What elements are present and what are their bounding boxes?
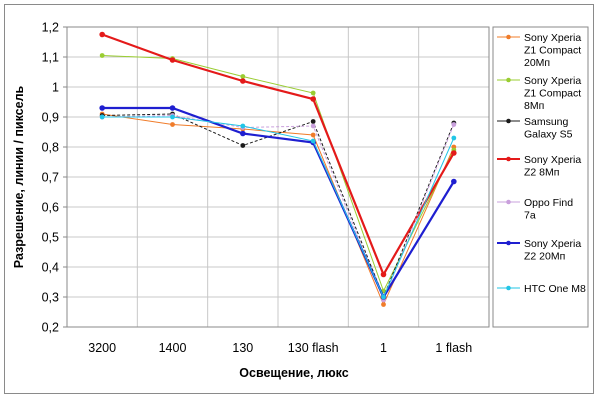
x-tick-label: 1 flash	[435, 341, 472, 355]
legend-label: Galaxy S5	[524, 129, 573, 141]
data-point	[451, 122, 457, 127]
y-tick-label: 0,2	[42, 321, 59, 335]
data-point	[310, 132, 316, 138]
plot-area-border	[66, 26, 490, 328]
x-tick-labels: 3200 1400 130 130 flash 1 1 flash	[88, 341, 472, 355]
data-point	[99, 53, 105, 58]
legend-label: Z1 Compact	[524, 45, 581, 57]
legend-swatch-marker	[506, 240, 511, 246]
data-point	[169, 105, 176, 111]
legend-label: Z2 20Мп	[524, 251, 565, 263]
y-tick-label: 1	[52, 81, 59, 95]
data-point	[240, 74, 246, 79]
series-lines	[99, 31, 457, 307]
legend-label: Oppo Find	[524, 197, 573, 209]
data-point	[240, 123, 246, 129]
data-point	[380, 271, 387, 278]
x-tick-label: 1400	[159, 341, 187, 355]
x-tick-label: 1	[380, 341, 387, 355]
y-tick-label: 1,1	[42, 51, 59, 65]
x-axis-title: Освещение, люкс	[239, 366, 348, 380]
data-point	[451, 150, 457, 156]
legend-label: Z1 Compact	[524, 88, 581, 100]
data-point	[381, 294, 386, 300]
series-line	[101, 33, 455, 278]
data-point	[310, 119, 316, 124]
y-tick-labels: 0,2 0,3 0,4 0,5 0,6 0,7 0,8 0,9 1 1,1 1,2	[42, 21, 59, 335]
legend-label: Sony Xperia	[524, 32, 581, 44]
data-point	[170, 122, 175, 127]
x-tick-label: 130 flash	[288, 341, 339, 355]
data-point	[451, 135, 457, 141]
series-line	[102, 116, 455, 299]
legend-label: 8Мп	[524, 100, 544, 112]
data-point	[381, 302, 386, 307]
data-point	[310, 90, 316, 96]
y-tick-label: 0,5	[42, 231, 59, 245]
legend-label: Sony Xperia	[524, 154, 581, 166]
legend-swatch-marker	[506, 77, 511, 83]
legend-label: 7a	[524, 210, 536, 222]
data-point	[170, 114, 175, 120]
legend-swatch-marker	[506, 34, 511, 40]
legend-swatch-marker	[506, 199, 511, 205]
x-tick-label: 3200	[88, 341, 116, 355]
legend-swatch-marker	[506, 156, 511, 162]
data-point	[240, 78, 246, 84]
data-point	[451, 178, 457, 185]
data-point	[99, 31, 105, 38]
data-point	[169, 57, 176, 63]
y-tick-label: 0,4	[42, 261, 59, 275]
data-point	[310, 123, 316, 129]
y-tick-label: 1,2	[42, 21, 59, 35]
legend-label: Samsung	[524, 116, 569, 128]
legend-label: HTC One M8	[524, 283, 586, 295]
legend-box	[492, 26, 589, 328]
legend-label: Sony Xperia	[524, 75, 581, 87]
legend-label: Sony Xperia	[524, 238, 581, 250]
data-point	[310, 138, 316, 144]
y-tick-label: 0,9	[42, 111, 59, 125]
y-tick-label: 0,6	[42, 201, 59, 215]
legend-swatch-marker	[506, 118, 511, 124]
y-tick-label: 0,7	[42, 171, 59, 185]
series-line	[102, 113, 455, 299]
x-tick-label: 130	[232, 341, 253, 355]
data-point	[99, 114, 105, 120]
legend-label: 20Мп	[524, 57, 550, 69]
gridlines	[63, 26, 490, 328]
data-point	[240, 130, 246, 137]
y-tick-label: 0,3	[42, 291, 59, 305]
data-point	[310, 96, 316, 102]
data-point	[99, 105, 105, 111]
legend-swatch-marker	[506, 285, 511, 291]
data-point	[240, 143, 246, 148]
y-axis-title: Разрешение, линии / пиксель	[12, 85, 26, 268]
y-tick-label: 0,8	[42, 141, 59, 155]
legend-label: Z2 8Мп	[524, 167, 559, 179]
series-line	[102, 106, 455, 300]
